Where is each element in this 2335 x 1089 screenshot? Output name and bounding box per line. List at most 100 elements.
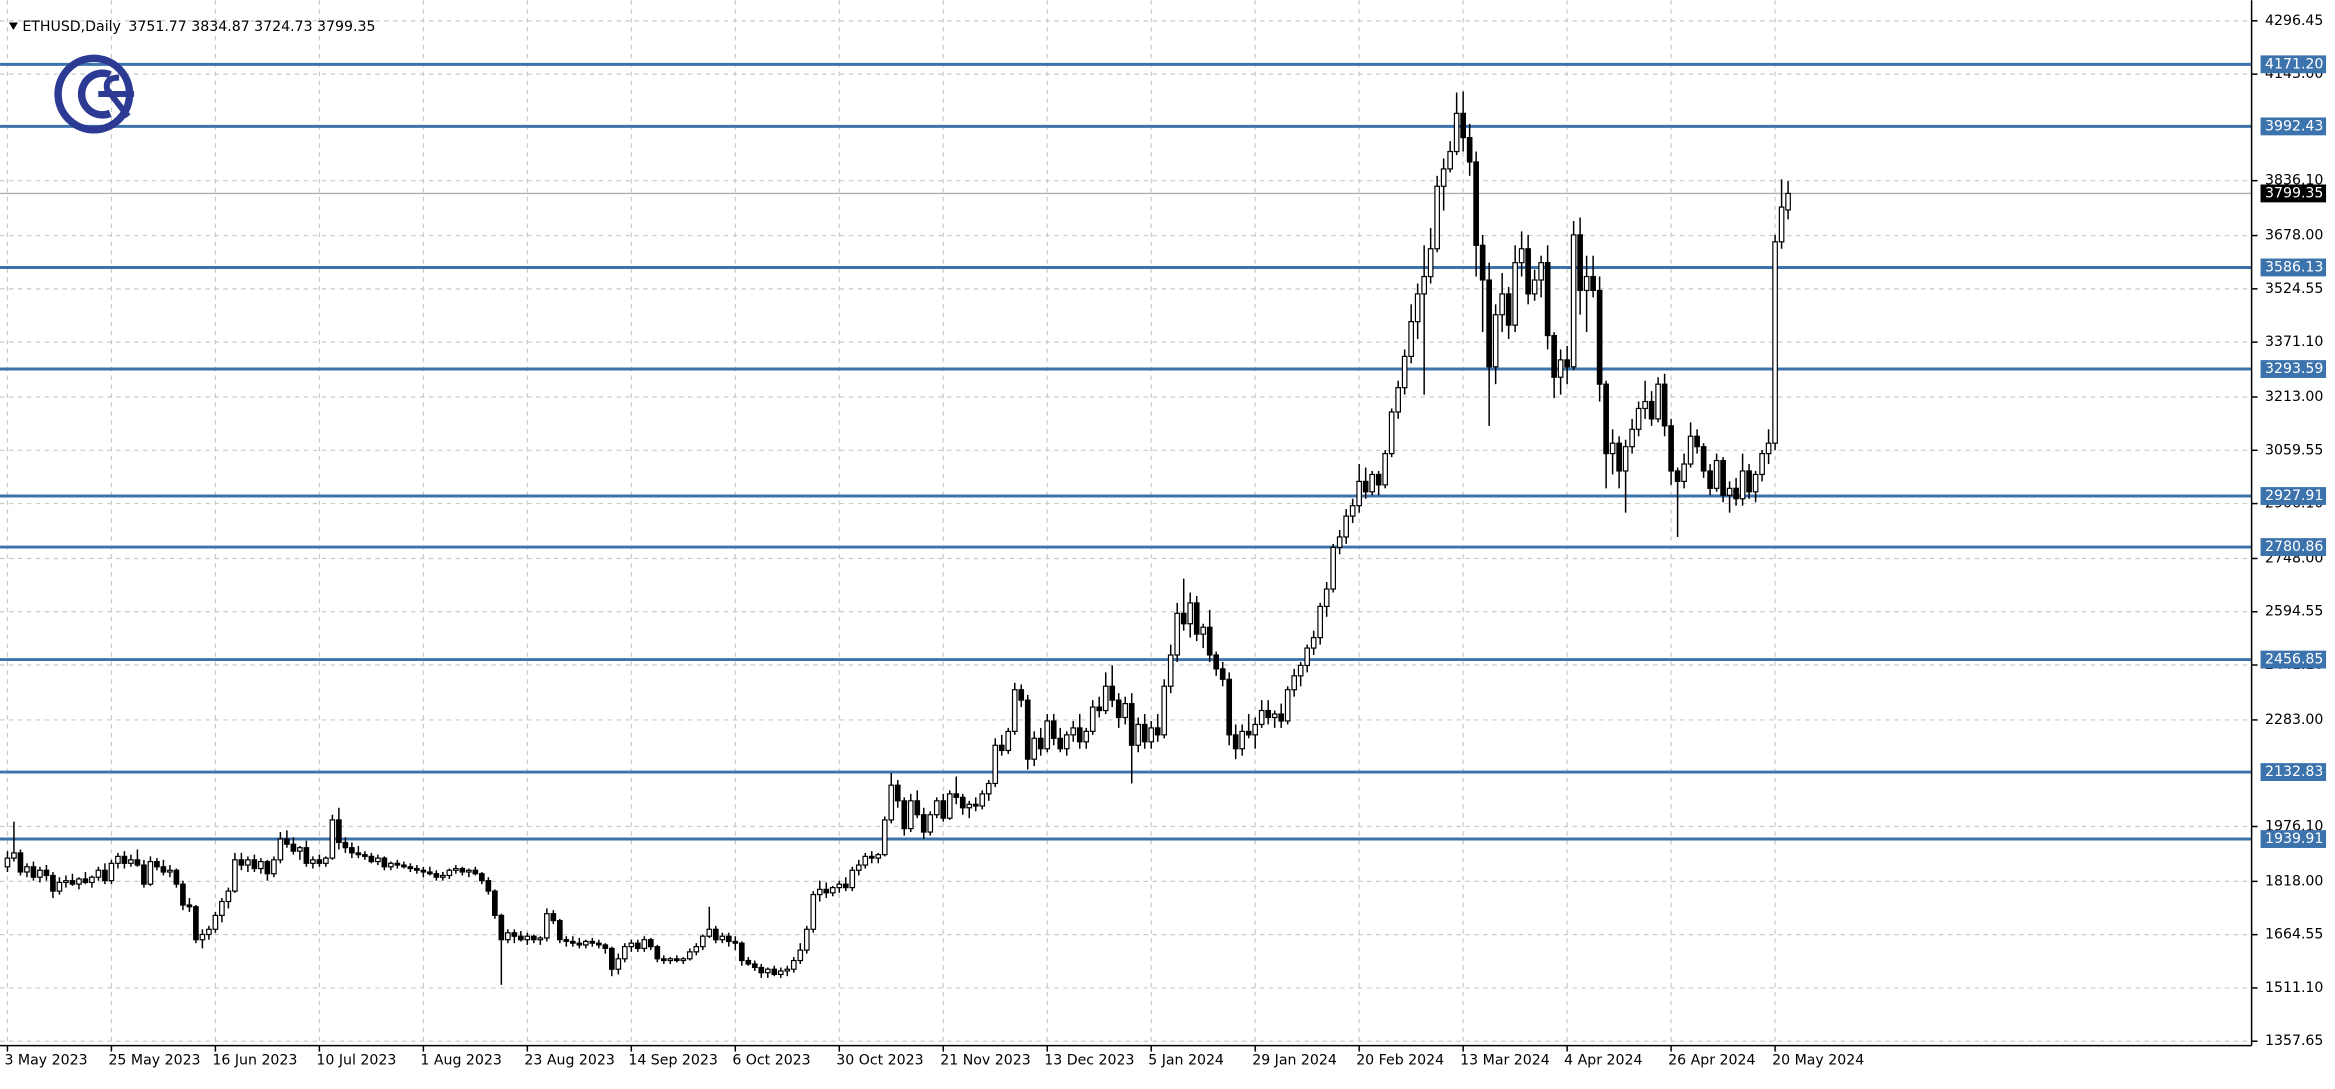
candle-body: [1304, 647, 1311, 667]
candle-body: [1141, 723, 1148, 743]
candle-body: [1466, 137, 1473, 163]
candle-body: [1232, 734, 1239, 750]
candle-body: [433, 873, 440, 878]
logo-amp: [98, 74, 135, 119]
candle-body: [1434, 185, 1440, 250]
level-label-box: [2260, 538, 2327, 556]
candle-body: [511, 932, 518, 937]
candle-body: [459, 867, 466, 873]
candle-body: [1694, 435, 1700, 448]
candle-body: [225, 890, 232, 903]
x-tick-label: 6 Oct 2023: [732, 1052, 810, 1068]
candle-body: [167, 869, 173, 873]
candle-body: [1551, 334, 1557, 378]
level-label-box: [2260, 117, 2327, 136]
candles: [4, 91, 1791, 985]
candle-body: [1122, 703, 1129, 719]
logo: [54, 54, 135, 134]
candle-body: [829, 887, 836, 894]
candle-body: [1271, 713, 1278, 719]
open: 3751.77: [128, 19, 186, 35]
candle-body: [290, 843, 297, 852]
candle-body: [1395, 387, 1401, 413]
x-tick-label: 14 Sep 2023: [628, 1052, 718, 1068]
candle-body: [1102, 685, 1109, 712]
candle-body: [1655, 383, 1661, 420]
candle-body: [582, 940, 589, 946]
candle-body: [1622, 446, 1629, 472]
candle-body: [115, 855, 121, 864]
candle-body: [284, 838, 290, 845]
candle-body: [1401, 355, 1408, 389]
candle-body: [1258, 709, 1265, 726]
candle-body: [251, 859, 258, 870]
candle-body: [1648, 400, 1655, 420]
candle-body: [1115, 699, 1122, 719]
candle-body: [1635, 407, 1642, 430]
level-label: 4171.20: [2265, 56, 2323, 72]
y-tick-label: 1511.10: [2265, 980, 2323, 996]
candle-body: [479, 873, 485, 882]
candle-body: [258, 860, 264, 870]
level-label-box: [2260, 55, 2327, 74]
candle-body: [1291, 675, 1298, 691]
candle-body: [595, 942, 602, 946]
candle-body: [1135, 723, 1142, 746]
candle-body: [108, 862, 115, 882]
candle-body: [888, 784, 895, 821]
candle-body: [1219, 668, 1226, 680]
candle-body: [953, 793, 960, 798]
candle-body: [30, 866, 37, 878]
candle-body: [1746, 470, 1752, 493]
candle-body: [907, 800, 914, 830]
candle-body: [56, 881, 63, 892]
candle-body: [212, 914, 219, 930]
y-tick-label: 3524.55: [2265, 281, 2323, 297]
current-price-box: [2260, 184, 2327, 203]
x-tick-label: 23 Aug 2023: [524, 1052, 614, 1068]
candle-body: [1063, 734, 1070, 750]
candle-body: [1570, 234, 1577, 368]
candle-body: [1284, 689, 1291, 722]
candle-body: [745, 959, 752, 965]
candle-body: [1720, 459, 1726, 496]
level-label: 2132.83: [2265, 764, 2323, 780]
candle-body: [271, 859, 277, 875]
candle-body: [518, 935, 524, 941]
candle-body: [570, 940, 576, 944]
candle-body: [699, 935, 706, 948]
candle-body: [719, 935, 726, 941]
candle-body: [615, 958, 622, 970]
candle-body: [1759, 453, 1765, 476]
candle-body: [790, 959, 797, 970]
low: 3724.73: [254, 19, 312, 35]
candle-body: [1278, 713, 1285, 722]
candle-body: [589, 940, 596, 944]
candle-body: [219, 900, 225, 916]
candle-body: [1245, 730, 1252, 736]
candle-body: [608, 947, 615, 970]
symbol: ETHUSD,Daily: [22, 19, 121, 35]
candle-body: [1076, 727, 1083, 743]
x-tick-label: 16 Jun 2023: [212, 1052, 297, 1068]
candle-body: [1044, 720, 1051, 750]
candle-body: [472, 869, 479, 875]
candle-body: [1590, 275, 1596, 292]
candle-body: [998, 744, 1005, 752]
candle-body: [946, 793, 953, 819]
candle-body: [1180, 612, 1187, 625]
candle-body: [1557, 359, 1564, 378]
candle-body: [102, 869, 108, 882]
level-label-box: [2260, 487, 2327, 505]
candle-body: [186, 904, 193, 908]
candle-body: [505, 932, 511, 941]
candle-body: [1206, 626, 1213, 656]
candle-body: [693, 946, 700, 953]
candle-body: [466, 869, 472, 873]
candle-body: [1603, 383, 1609, 455]
candle-body: [414, 867, 420, 871]
candle-body: [1265, 709, 1272, 719]
menu-arrow[interactable]: [8, 22, 18, 30]
candle-body: [69, 880, 76, 885]
candle-body: [621, 946, 628, 960]
